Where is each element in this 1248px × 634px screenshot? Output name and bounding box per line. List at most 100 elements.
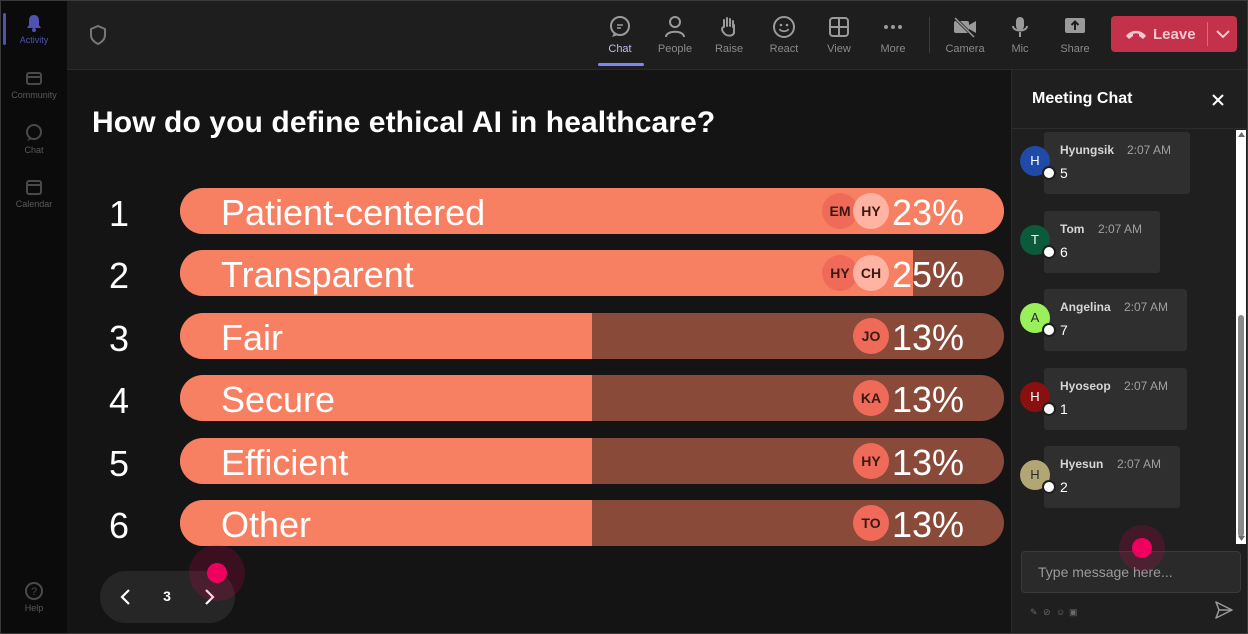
leave-button[interactable]: Leave [1111, 16, 1207, 52]
cursor-dot [1132, 538, 1152, 558]
people-icon [665, 16, 685, 38]
chevron-left-icon[interactable] [114, 585, 138, 609]
option-label: Efficient [221, 442, 349, 483]
result-bar-fill [180, 438, 592, 484]
leave-button-group: Leave [1111, 16, 1237, 52]
result-bar-fill [180, 500, 592, 546]
option-number: 2 [108, 255, 130, 296]
mic-button[interactable]: Mic [993, 11, 1047, 63]
share-button[interactable]: Share [1048, 11, 1102, 63]
rail-item-help[interactable]: ? Help [1, 571, 67, 619]
format-icon[interactable]: ✎ [1030, 607, 1038, 617]
poll-question: How do you define ethical AI in healthca… [92, 106, 716, 139]
voter-avatar: HY [853, 193, 889, 229]
option-number: 3 [108, 318, 130, 359]
result-bar-fill [180, 313, 592, 359]
people-label: People [657, 43, 693, 55]
more-button[interactable]: More [866, 11, 920, 63]
message-composer [1021, 551, 1247, 593]
gif-icon[interactable]: ▣ [1069, 607, 1078, 617]
page-number: 3 [163, 588, 171, 604]
result-bar: Transparent HY CH 25% [180, 250, 1004, 296]
chat-message: Tom 2:07 AM 6 T [1020, 210, 1190, 273]
rail-item-chat[interactable]: Chat [1, 113, 67, 161]
active-tab-indicator [598, 63, 644, 66]
rail-item-activity[interactable]: Activity [1, 3, 67, 51]
poll-row: 3 Fair JO 13% [67, 313, 1010, 361]
poll-row: 2 Transparent HY CH 25% [67, 250, 1010, 298]
send-icon[interactable] [1214, 600, 1234, 620]
chat-label: Chat [608, 43, 632, 55]
scrollbar-thumb[interactable] [1238, 315, 1244, 537]
cursor-dot [207, 563, 227, 583]
message-text: 2 [1060, 479, 1068, 495]
microphone-icon [1012, 17, 1028, 37]
people-button[interactable]: People [648, 11, 702, 63]
chat-message: Hyoseop 2:07 AM 1 H [1020, 367, 1190, 430]
rail-label: Help [24, 603, 44, 613]
leave-divider [1207, 22, 1208, 46]
chevron-right-icon[interactable] [197, 585, 221, 609]
presence-status-icon [1042, 166, 1056, 180]
calendar-icon [26, 180, 42, 195]
camera-button[interactable]: Camera [938, 11, 992, 63]
chat-icon [26, 124, 42, 141]
chat-button[interactable]: Chat [593, 11, 647, 63]
view-button[interactable]: View [812, 11, 866, 63]
attach-icon[interactable]: ⊘ [1043, 607, 1051, 617]
shield-icon[interactable] [89, 25, 107, 45]
hang-up-icon [1126, 30, 1146, 39]
rail-label: Activity [19, 35, 49, 45]
message-text: 5 [1060, 165, 1068, 181]
result-percent: 23% [891, 192, 964, 233]
rail-item-calendar[interactable]: Calendar [1, 167, 67, 215]
leave-options-button[interactable] [1209, 16, 1237, 52]
poll-row: 6 Other TO 13% [67, 500, 1010, 548]
chat-panel-title: Meeting Chat [1032, 90, 1133, 107]
message-text: 7 [1060, 322, 1068, 338]
emoji-icon[interactable]: ☺ [1056, 607, 1066, 617]
voter-avatar: TO [853, 505, 889, 541]
message-input[interactable] [1022, 552, 1247, 592]
smiley-icon [773, 16, 795, 38]
camera-off-icon [953, 16, 976, 39]
raise-label: Raise [714, 43, 744, 55]
poll-row: 1 Patient-centered EM HY 23% [67, 188, 1010, 236]
option-label: Secure [221, 379, 336, 420]
result-bar: Efficient HY 13% [180, 438, 1004, 484]
message-bubble: Hyoseop 2:07 AM 1 [1044, 367, 1187, 430]
option-number: 1 [108, 193, 130, 234]
option-number: 5 [108, 443, 130, 484]
raise-hand-button[interactable]: Raise [702, 11, 756, 63]
message-bubble: Hyesun 2:07 AM 2 [1044, 446, 1180, 508]
chat-scrollbar[interactable] [1236, 130, 1246, 544]
option-number: 6 [108, 505, 130, 546]
message-timestamp: 2:07 AM [1127, 143, 1172, 157]
scroll-down-arrow-icon[interactable] [1238, 536, 1245, 541]
close-icon[interactable] [1208, 90, 1228, 110]
option-label: Other [221, 504, 312, 545]
option-label: Transparent [221, 254, 414, 295]
voter-avatar: JO [853, 318, 889, 354]
chevron-down-icon [1216, 30, 1230, 39]
more-label: More [880, 43, 906, 55]
community-icon [26, 72, 42, 85]
poll-row: 5 Efficient HY 13% [67, 438, 1010, 486]
view-label: View [827, 43, 851, 55]
sender-name: Angelina [1060, 300, 1111, 314]
rail-item-community[interactable]: Community [1, 58, 67, 106]
sender-name: Hyesun [1060, 457, 1104, 471]
message-text: 1 [1060, 400, 1068, 417]
voter-avatar: HY [853, 443, 889, 479]
result-percent: 13% [891, 442, 964, 483]
more-dots-icon [884, 25, 902, 29]
message-bubble: Hyungsik 2:07 AM 5 [1044, 132, 1190, 194]
chat-message-list[interactable]: Hyungsik 2:07 AM 5 H Tom 2:07 AM 6 T Angelina 2:0… [1012, 130, 1234, 544]
sender-name: Tom [1060, 221, 1085, 236]
react-button[interactable]: React [757, 11, 811, 63]
option-number: 4 [108, 380, 130, 421]
mic-label: Mic [1011, 43, 1029, 55]
scroll-up-arrow-icon[interactable] [1238, 132, 1245, 137]
option-label: Patient-centered [221, 192, 486, 233]
